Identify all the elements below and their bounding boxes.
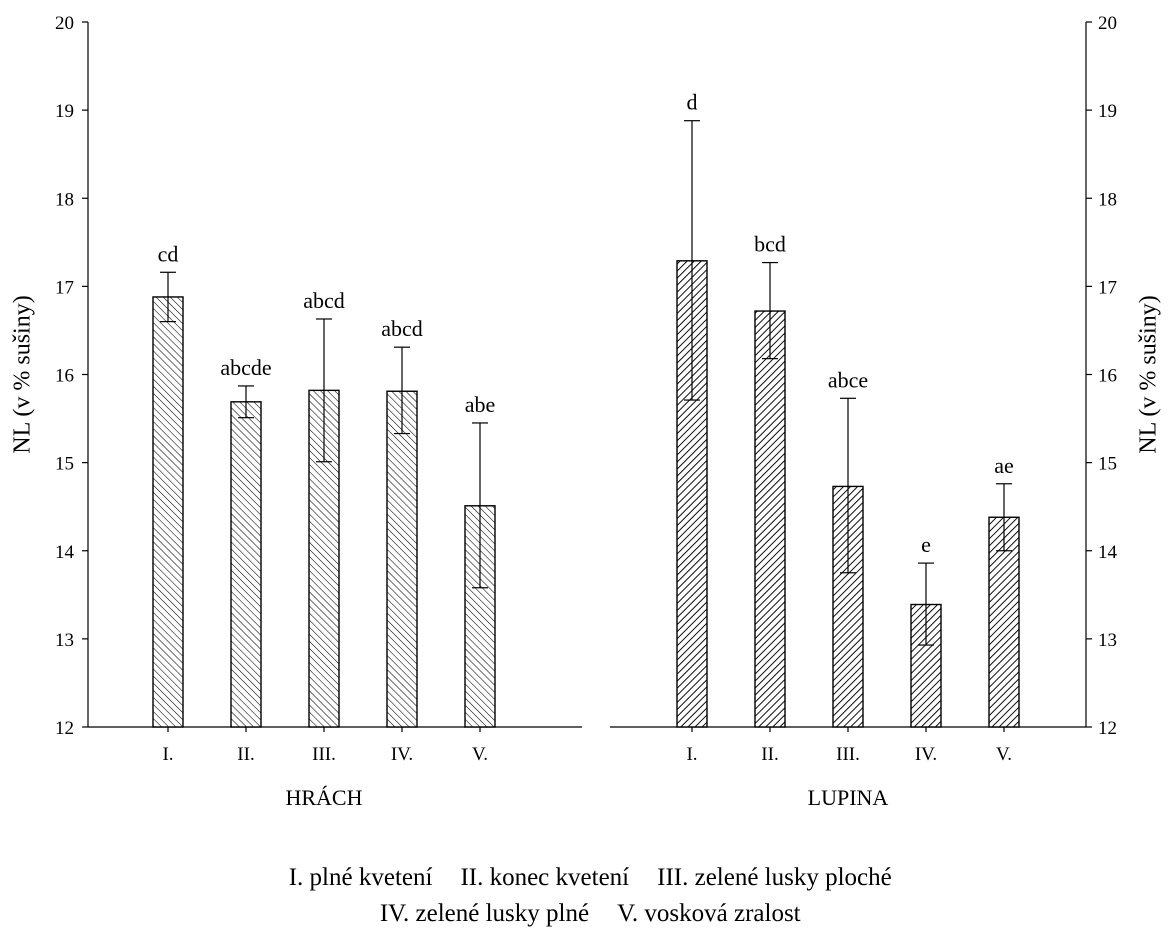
panel-1-y-tick-label: 16 (55, 366, 74, 387)
panel-1-y-axis-label: NL (v % sušiny) (10, 295, 36, 453)
panel-2-y-tick-label: 19 (1098, 101, 1117, 122)
panel-2-x-tick-label-4: IV. (915, 744, 937, 765)
panel-1-data-label-1: cd (158, 241, 179, 266)
panel-1-data-label-4: abcd (381, 316, 423, 341)
panel-1-y-tick-label: 19 (55, 101, 74, 122)
panel-2-y-axis-label: NL (v % sušiny) (1136, 295, 1162, 453)
panel-1-y-tick-label: 13 (55, 630, 74, 651)
panel-2-y-tick-label: 20 (1098, 13, 1117, 34)
panel-1-y-tick-label: 20 (55, 13, 74, 34)
panel-2-data-label-4: e (921, 532, 931, 557)
panel-2-data-label-2: bcd (754, 232, 786, 257)
panel-2-y-tick-label: 18 (1098, 189, 1117, 210)
panel-1-x-tick-label-4: IV. (391, 744, 413, 765)
legend-item-1: I. plné kvetení (288, 864, 433, 891)
panel-1-y-tick-label: 15 (55, 454, 74, 475)
panel-2-x-tick-label-3: III. (836, 744, 860, 765)
panel-1-bar-1 (152, 296, 184, 728)
panel-2-y-tick-label: 17 (1098, 277, 1117, 298)
panel-2-y-tick-label: 13 (1098, 630, 1117, 651)
panel-2-bar-2 (754, 310, 786, 728)
panel-2-y-tick-label: 15 (1098, 454, 1117, 475)
panel-1-y-tick-label: 17 (55, 277, 74, 298)
panel-1-x-tick-label-3: III. (312, 744, 336, 765)
legend-item-3: III. zelené lusky ploché (657, 864, 892, 891)
chart: 12 13 14 15 16 17 18 19 20 NL (v % sušiny) cd I. abc… (10, 13, 1162, 810)
legend-line-2: IV. zelené lusky plné V. vosková zralost (0, 872, 1168, 928)
panel-1-x-tick-label-1: I. (162, 744, 173, 765)
panel-2-y-tick-label: 12 (1098, 718, 1117, 739)
legend-item-5: V. vosková zralost (617, 900, 801, 927)
legend-item-2: II. konec kvetení (460, 864, 630, 891)
legend-line-1: I. plné kvetení II. konec kvetení III. zel… (0, 836, 1168, 892)
panel-1-x-tick-label-2: II. (237, 744, 254, 765)
panel-1-y-tick-label: 18 (55, 189, 74, 210)
panel-1-bar-4 (386, 390, 418, 728)
panel-1-bar-2 (230, 401, 262, 728)
panel-1-x-tick-label-5: V. (472, 744, 488, 765)
panel-1-y-tick-label: 12 (55, 718, 74, 739)
panel-2-data-label-5: ae (994, 453, 1014, 478)
panel-2-x-tick-label-1: I. (686, 744, 697, 765)
panel-2-x-axis-label: LUPINA (808, 785, 889, 810)
panel-1-data-label-2: abcde (220, 355, 271, 380)
panel-1-data-label-3: abcd (303, 288, 345, 313)
panel-2-x-tick-label-2: II. (761, 744, 778, 765)
panel-2-y-tick-label: 14 (1098, 542, 1118, 563)
panel-2-y-tick-label: 16 (1098, 366, 1117, 387)
panel-2-data-label-3: abce (828, 367, 868, 392)
legend-item-4: IV. zelené lusky plné (379, 900, 590, 927)
panel-1-x-axis-label: HRÁCH (285, 785, 362, 810)
panel-2-data-label-1: d (687, 90, 698, 115)
panel-1-data-label-5: abe (465, 392, 496, 417)
panel-2-x-tick-label-5: V. (996, 744, 1012, 765)
panel-1-y-tick-label: 14 (55, 542, 75, 563)
